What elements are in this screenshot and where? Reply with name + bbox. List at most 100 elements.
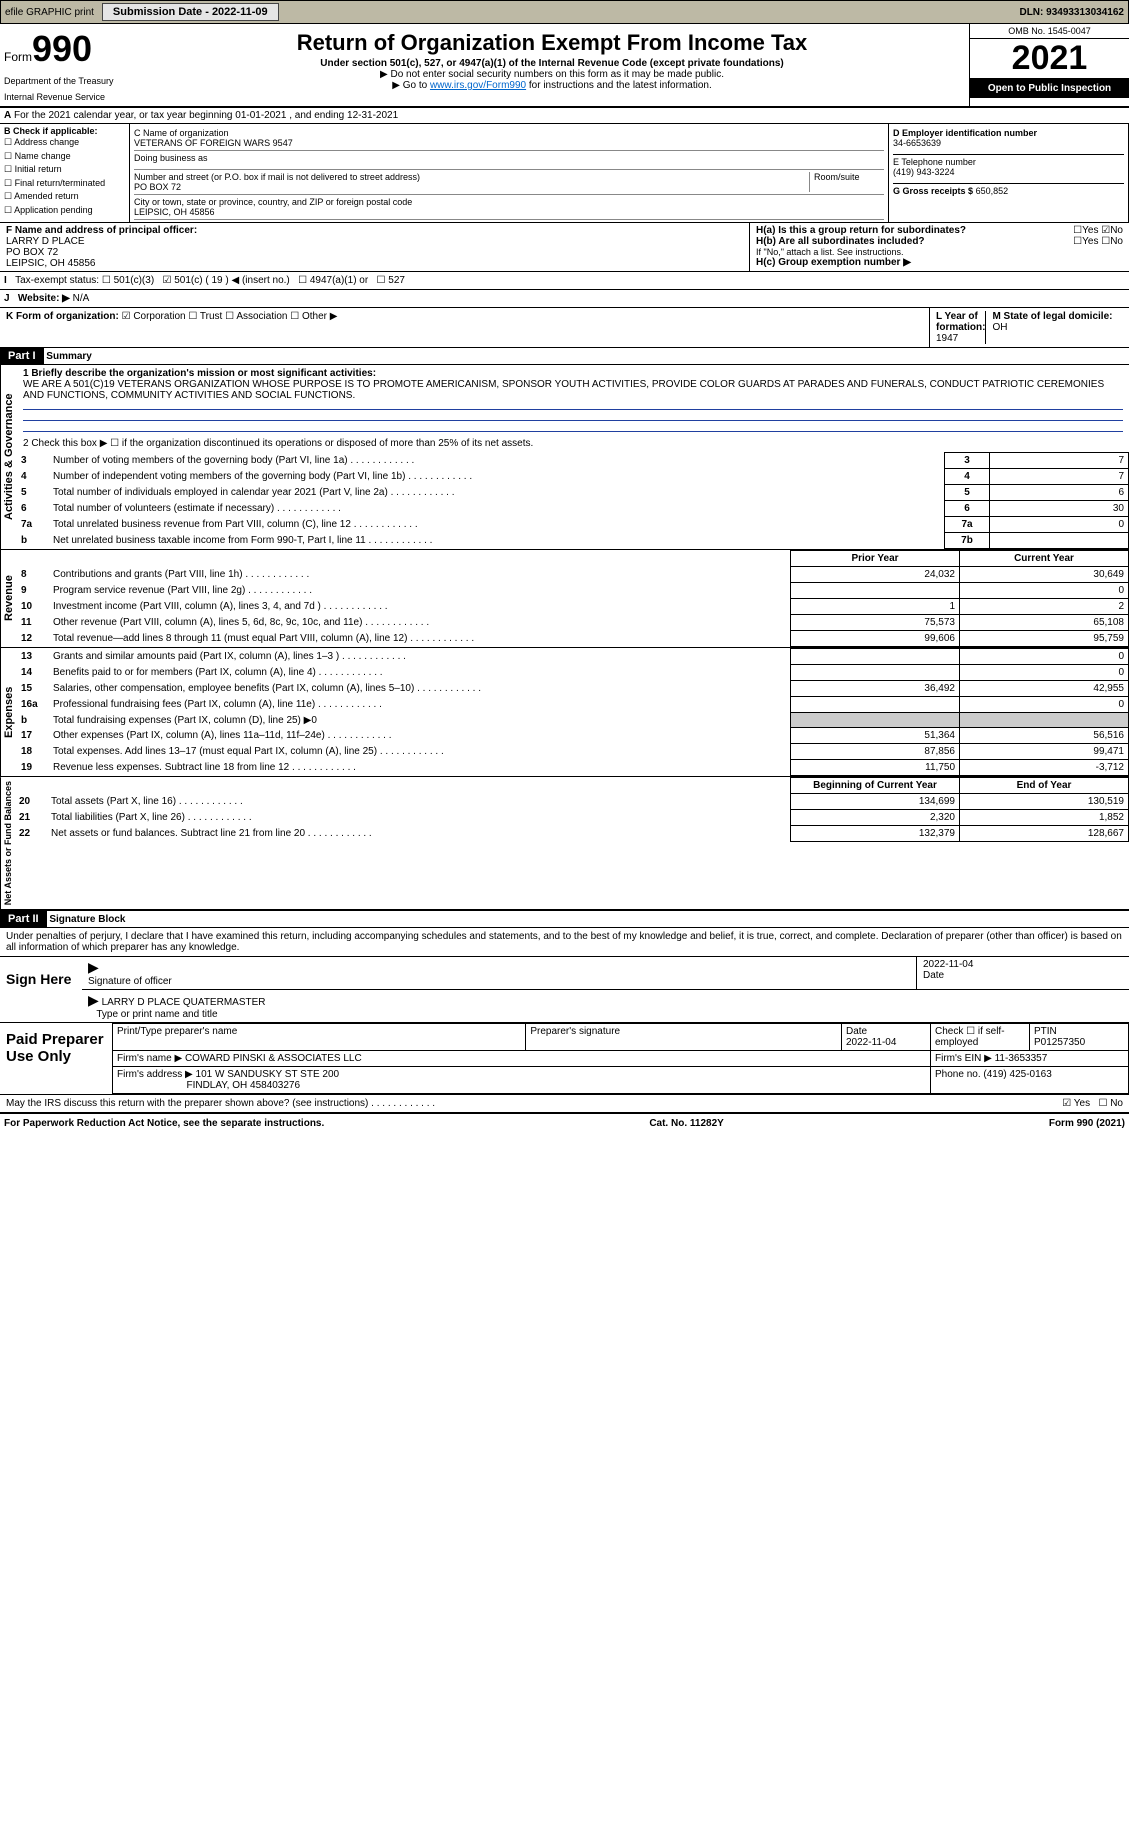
ptin-hdr: PTIN: [1034, 1026, 1057, 1037]
room-label: Room/suite: [809, 172, 884, 192]
box-b: B Check if applicable: ☐ Address change …: [0, 124, 130, 222]
chk-address[interactable]: ☐ Address change: [4, 136, 125, 150]
form-word: Form: [4, 50, 32, 64]
l-label: L Year of formation:: [936, 311, 985, 333]
self-emp-hdr: Check ☐ if self-employed: [931, 1024, 1030, 1051]
part2-name: Signature Block: [49, 914, 125, 925]
gov-side-label: Activities & Governance: [0, 365, 17, 549]
exp-table: 13Grants and similar amounts paid (Part …: [17, 648, 1129, 776]
irs-link[interactable]: www.irs.gov/Form990: [430, 80, 526, 91]
chk-amended[interactable]: ☐ Amended return: [4, 190, 125, 204]
chk-final[interactable]: ☐ Final return/terminated: [4, 177, 125, 191]
k-label: K Form of organization:: [6, 311, 119, 322]
firm-addr-label: Firm's address ▶: [117, 1069, 193, 1080]
efile-topbar: efile GRAPHIC print Submission Date - 20…: [0, 0, 1129, 24]
sig-officer-label: Signature of officer: [88, 976, 172, 987]
c-label: C Name of organization: [134, 128, 229, 138]
form-number: 990: [32, 28, 92, 69]
section-b-to-g: B Check if applicable: ☐ Address change …: [0, 124, 1129, 223]
officer-addr1: PO BOX 72: [6, 247, 58, 258]
box-d-e-g: D Employer identification number34-66536…: [889, 124, 1129, 222]
chk-pending[interactable]: ☐ Application pending: [4, 204, 125, 218]
mission-text: WE ARE A 501(C)19 VETERANS ORGANIZATION …: [23, 379, 1104, 401]
netassets-block: Net Assets or Fund Balances Beginning of…: [0, 777, 1129, 911]
sig-name-val: LARRY D PLACE QUATERMASTER: [102, 997, 266, 1008]
sig-date-val: 2022-11-04: [923, 959, 973, 970]
page-footer: For Paperwork Reduction Act Notice, see …: [0, 1114, 1129, 1133]
goto-prefix: ▶ Go to: [392, 80, 430, 91]
tax-year: 2021: [970, 39, 1129, 79]
line-a-text: For the 2021 calendar year, or tax year …: [14, 110, 398, 121]
ha-no-check: ☑: [1101, 225, 1110, 236]
firm-name-label: Firm's name ▶: [117, 1053, 182, 1064]
m-label: M State of legal domicile:: [992, 311, 1112, 322]
line-k-l-m: K Form of organization: ☑ Corporation ☐ …: [0, 308, 1129, 348]
org-name: VETERANS OF FOREIGN WARS 9547: [134, 138, 293, 148]
goto-suffix: for instructions and the latest informat…: [526, 80, 712, 91]
part1-name: Summary: [46, 351, 92, 362]
website-val: N/A: [73, 293, 90, 304]
sig-type-label: Type or print name and title: [96, 1009, 217, 1020]
prep-date-hdr: Date: [846, 1026, 867, 1037]
arrow-icon: ▶: [88, 959, 99, 975]
governance-block: Activities & Governance 1 Briefly descri…: [0, 365, 1129, 550]
hc-label: H(c) Group exemption number ▶: [756, 257, 911, 268]
firm-ein-label: Firm's EIN ▶: [935, 1053, 992, 1064]
hb-label: H(b) Are all subordinates included?: [756, 236, 925, 247]
box-c: C Name of organizationVETERANS OF FOREIG…: [130, 124, 889, 222]
paid-prep-label: Paid Preparer Use Only: [0, 1023, 112, 1094]
year-formation: 1947: [936, 333, 958, 344]
firm-phone-label: Phone no.: [935, 1069, 981, 1080]
may-yes-check: ☑: [1062, 1098, 1071, 1109]
gov-l2: 2 Check this box ▶ ☐ if the organization…: [17, 435, 1129, 452]
j-label: Website: ▶: [18, 293, 70, 304]
section-f-h: F Name and address of principal officer:…: [0, 223, 1129, 272]
prep-date-val: 2022-11-04: [846, 1037, 896, 1048]
gross-receipts: 650,852: [976, 186, 1009, 196]
state-domicile: OH: [992, 322, 1007, 333]
ein-val: 34-6653639: [893, 138, 941, 148]
sig-date-label: Date: [923, 970, 944, 981]
f-label: F Name and address of principal officer:: [6, 225, 197, 236]
i-501c-check: ☑: [163, 275, 172, 286]
may-q: May the IRS discuss this return with the…: [6, 1098, 368, 1109]
officer-addr2: LEIPSIC, OH 45856: [6, 258, 96, 269]
hb-note: If "No," attach a list. See instructions…: [756, 247, 1123, 257]
ptin-val: P01257350: [1034, 1037, 1085, 1048]
paid-table: Print/Type preparer's namePreparer's sig…: [112, 1023, 1129, 1094]
exp-side-label: Expenses: [0, 648, 17, 776]
firm-addr2: FINDLAY, OH 458403276: [186, 1080, 300, 1091]
sign-here-label: Sign Here: [0, 957, 82, 1022]
gov-l1: 1 Briefly describe the organization's mi…: [23, 368, 376, 379]
footer-cat: Cat. No. 11282Y: [649, 1118, 723, 1129]
b-title: B Check if applicable:: [4, 126, 98, 136]
chk-initial[interactable]: ☐ Initial return: [4, 163, 125, 177]
form-header: Form990 Department of the Treasury Inter…: [0, 24, 1129, 108]
line-i: I Tax-exempt status: ☐ 501(c)(3) ☑ 501(c…: [0, 272, 1129, 290]
footer-form: Form 990 (2021): [1049, 1118, 1125, 1129]
irs-label: Internal Revenue Service: [4, 92, 135, 102]
k-corp-check: ☑: [122, 311, 131, 322]
footer-left: For Paperwork Reduction Act Notice, see …: [4, 1118, 324, 1129]
efile-label: efile GRAPHIC print: [5, 7, 94, 18]
e-label: E Telephone number: [893, 157, 976, 167]
prep-sig-hdr: Preparer's signature: [526, 1024, 842, 1051]
firm-addr1: 101 W SANDUSKY ST STE 200: [196, 1069, 340, 1080]
net-side-label: Net Assets or Fund Balances: [0, 777, 15, 909]
open-inspection: Open to Public Inspection: [970, 79, 1129, 98]
street-label: Number and street (or P.O. box if mail i…: [134, 172, 420, 182]
revenue-block: Revenue Prior YearCurrent Year8Contribut…: [0, 550, 1129, 648]
net-table: Beginning of Current YearEnd of Year20To…: [15, 777, 1129, 842]
phone-val: (419) 943-3224: [893, 167, 955, 177]
firm-phone-val: (419) 425-0163: [983, 1069, 1051, 1080]
dept-treasury: Department of the Treasury: [4, 76, 135, 86]
prep-name-hdr: Print/Type preparer's name: [113, 1024, 526, 1051]
part2-header: Part II: [0, 911, 47, 927]
arrow-icon: ▶: [88, 992, 99, 1008]
firm-ein-val: 11-3653357: [995, 1053, 1048, 1064]
dln-label: DLN: 93493313034162: [1019, 7, 1124, 18]
dba-label: Doing business as: [134, 153, 208, 163]
submission-date-button[interactable]: Submission Date - 2022-11-09: [102, 3, 279, 21]
chk-name[interactable]: ☐ Name change: [4, 150, 125, 164]
ha-label: H(a) Is this a group return for subordin…: [756, 225, 966, 236]
